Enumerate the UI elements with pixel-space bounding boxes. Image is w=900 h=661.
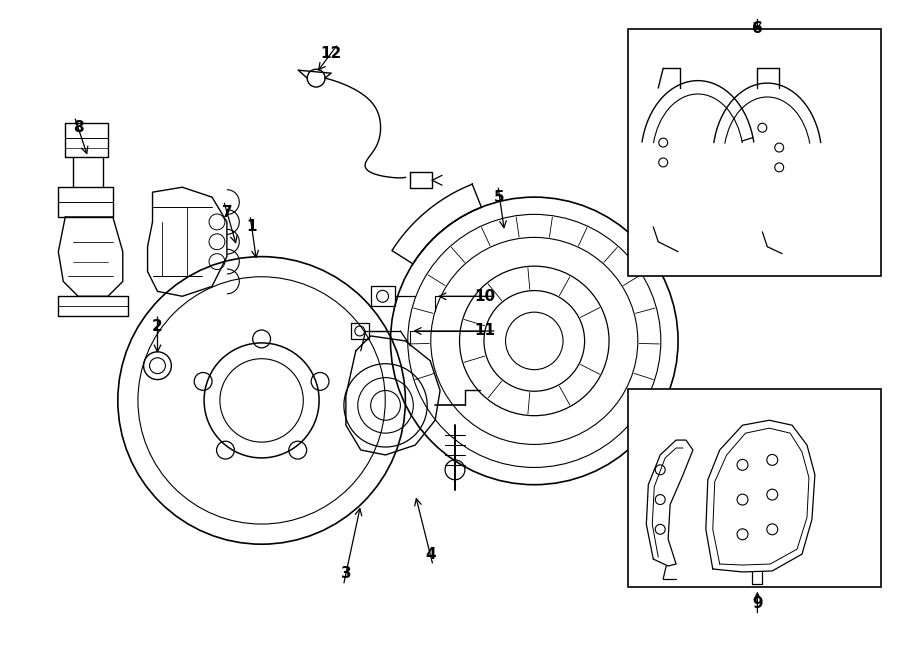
Bar (628, 389, 881, 587)
Text: 9: 9 (752, 596, 762, 611)
Text: 7: 7 (221, 204, 232, 219)
Text: 8: 8 (73, 120, 84, 136)
Text: 12: 12 (320, 46, 342, 61)
Text: 2: 2 (152, 319, 163, 334)
Text: 5: 5 (494, 190, 505, 205)
Bar (628, 28, 881, 276)
Text: 11: 11 (474, 323, 495, 338)
Text: 1: 1 (247, 219, 256, 235)
Text: 6: 6 (752, 21, 763, 36)
Text: 3: 3 (340, 566, 351, 582)
Text: 10: 10 (474, 289, 495, 304)
Text: 4: 4 (425, 547, 436, 562)
